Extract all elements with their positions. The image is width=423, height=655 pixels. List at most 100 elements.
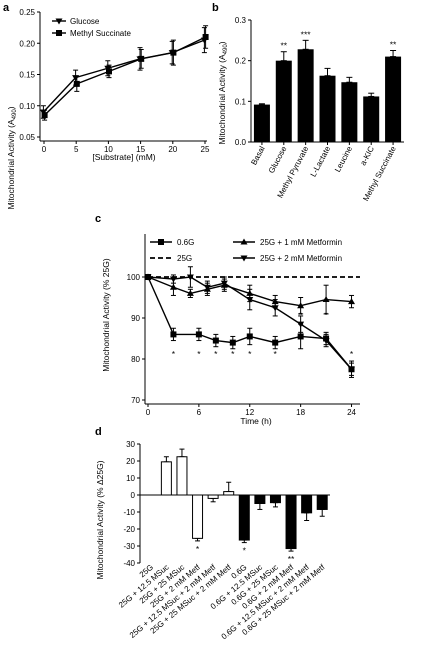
- chart-a-point: [170, 49, 177, 56]
- chart-d: Mitochondrial Activity (% Δ25G) -40 -30 -2…: [95, 440, 330, 641]
- chart-d-error-bar: [257, 503, 263, 510]
- chart-c-point: [322, 338, 330, 345]
- chart-b-ytick-label: 0.3: [235, 16, 247, 25]
- chart-c-xtick-label: 0: [146, 408, 151, 417]
- chart-d-bar: [223, 491, 235, 496]
- chart-d-error-bar: [226, 481, 232, 493]
- chart-a-ytick-label: 0.20: [19, 39, 35, 48]
- chart-d-bar: [238, 494, 250, 541]
- chart-d-bar: [254, 494, 266, 504]
- chart-a-xlabel: [Substrate] (mM): [92, 152, 155, 162]
- chart-c-point: [220, 280, 228, 287]
- chart-b-error-bar: [390, 50, 397, 58]
- chart-d-bar: [301, 494, 313, 514]
- chart-c-point: [297, 333, 304, 340]
- chart-a-xtick-label: 0: [42, 145, 47, 154]
- chart-c-point: [271, 305, 279, 312]
- chart-a-ytick-label: 0.15: [19, 71, 35, 80]
- chart-b-error-bar: [346, 76, 353, 83]
- chart-a: Mitochondrial Activity (A490) [Substrate…: [6, 8, 210, 210]
- chart-c-series-line: [147, 276, 353, 370]
- chart-a-ytick-label: 0.10: [19, 102, 35, 111]
- chart-a-xtick-label: 20: [168, 145, 177, 154]
- chart-c-xtick-label: 6: [197, 408, 202, 417]
- chart-b-error-bar: [258, 103, 265, 106]
- chart-b-bar: [253, 104, 270, 142]
- chart-c-significance: *: [214, 349, 218, 359]
- chart-b-bar: [385, 56, 402, 142]
- chart-a-ylabel: Mitochondrial Activity (A490): [6, 106, 18, 209]
- chart-c-series-line: [147, 276, 352, 307]
- chart-c-xtick-label: 24: [347, 408, 356, 417]
- chart-b-bar: [297, 49, 314, 142]
- chart-b-error-bar: [302, 39, 309, 50]
- chart-d-bar: [192, 494, 204, 539]
- chart-c-point: [229, 339, 236, 346]
- chart-d-ytick-label: 30: [126, 440, 135, 449]
- chart-a-xtick-label: 10: [104, 145, 113, 154]
- panel-letter-b: b: [212, 2, 219, 14]
- chart-d-bar: [285, 494, 297, 550]
- chart-c-point: [246, 297, 254, 304]
- chart-a-ytick-label: 0.25: [19, 8, 35, 17]
- chart-b-bar: [363, 96, 380, 142]
- chart-c-point: [297, 302, 305, 309]
- chart-c-series-line: [147, 276, 353, 370]
- chart-b-error-bar: [324, 67, 331, 77]
- chart-a-legend-label: Methyl Succinate: [70, 29, 131, 38]
- chart-a-series-line: [42, 39, 205, 113]
- chart-d-error-bar: [304, 512, 310, 521]
- chart-a-legend-marker: [55, 18, 63, 25]
- chart-c-point: [203, 284, 211, 291]
- chart-c-point: [169, 283, 177, 290]
- chart-b-significance: **: [280, 41, 287, 51]
- chart-d-significance: **: [288, 554, 295, 564]
- chart-d-ylabel: Mitochondrial Activity (% Δ25G): [95, 460, 105, 579]
- chart-c-significance: *: [324, 310, 328, 320]
- chart-d-ytick-label: -10: [123, 508, 135, 517]
- chart-d-error-bar: [179, 448, 185, 458]
- chart-b-category-label: a-KIC: [358, 145, 376, 167]
- chart-d-error-bar: [210, 497, 216, 503]
- chart-b-error-bar: [368, 92, 375, 97]
- chart-c-point: [144, 274, 152, 281]
- chart-c-significance: *: [197, 349, 201, 359]
- chart-c-legend-label: 25G + 1 mM Metformin: [260, 238, 342, 247]
- chart-b-bar: [275, 60, 292, 142]
- chart-c-legend-label: 0.6G: [177, 238, 194, 247]
- chart-c-point: [186, 289, 194, 296]
- chart-c-ytick-label: 100: [127, 273, 141, 282]
- chart-b-bar: [341, 82, 358, 142]
- chart-c-xtick-label: 18: [296, 408, 305, 417]
- chart-a-ytick-label: 0.05: [19, 133, 35, 142]
- chart-c-point: [186, 274, 194, 281]
- chart-b-category-label: L-Lactate: [309, 144, 333, 178]
- chart-b-bar: [319, 75, 336, 142]
- chart-a-point: [106, 68, 112, 75]
- chart-c-point: [246, 333, 253, 340]
- chart-a-xtick-label: 15: [136, 145, 145, 154]
- chart-b-category-label: Glucose: [267, 144, 289, 175]
- chart-c-xtick-label: 12: [245, 408, 254, 417]
- chart-c-significance: *: [299, 310, 303, 320]
- chart-c-point: [348, 298, 356, 305]
- chart-d-bar: [316, 494, 328, 510]
- chart-d-bar: [269, 494, 281, 504]
- chart-c-legend: 0.6G 25G + 1 mM Metformin 25G 25G + 2 mM Me…: [150, 238, 342, 263]
- chart-d-significance: *: [243, 546, 247, 556]
- panel-letter-d: d: [95, 426, 102, 438]
- chart-c-legend-label: 25G: [177, 254, 192, 263]
- chart-a-legend-marker: [56, 30, 62, 36]
- chart-a-xtick-label: 25: [201, 145, 210, 154]
- chart-d-ytick-label: -40: [123, 559, 135, 568]
- chart-c-ytick-label: 80: [131, 355, 140, 364]
- chart-c-legend-marker: [240, 255, 248, 262]
- chart-b-significance: **: [390, 40, 397, 50]
- chart-d-ytick-label: 20: [126, 457, 135, 466]
- chart-c-point: [348, 366, 356, 373]
- chart-c-legend-marker: [158, 239, 164, 245]
- chart-d-ytick-label: -30: [123, 542, 135, 551]
- chart-c-point: [272, 339, 279, 346]
- chart-b-ytick-label: 0.2: [235, 57, 247, 66]
